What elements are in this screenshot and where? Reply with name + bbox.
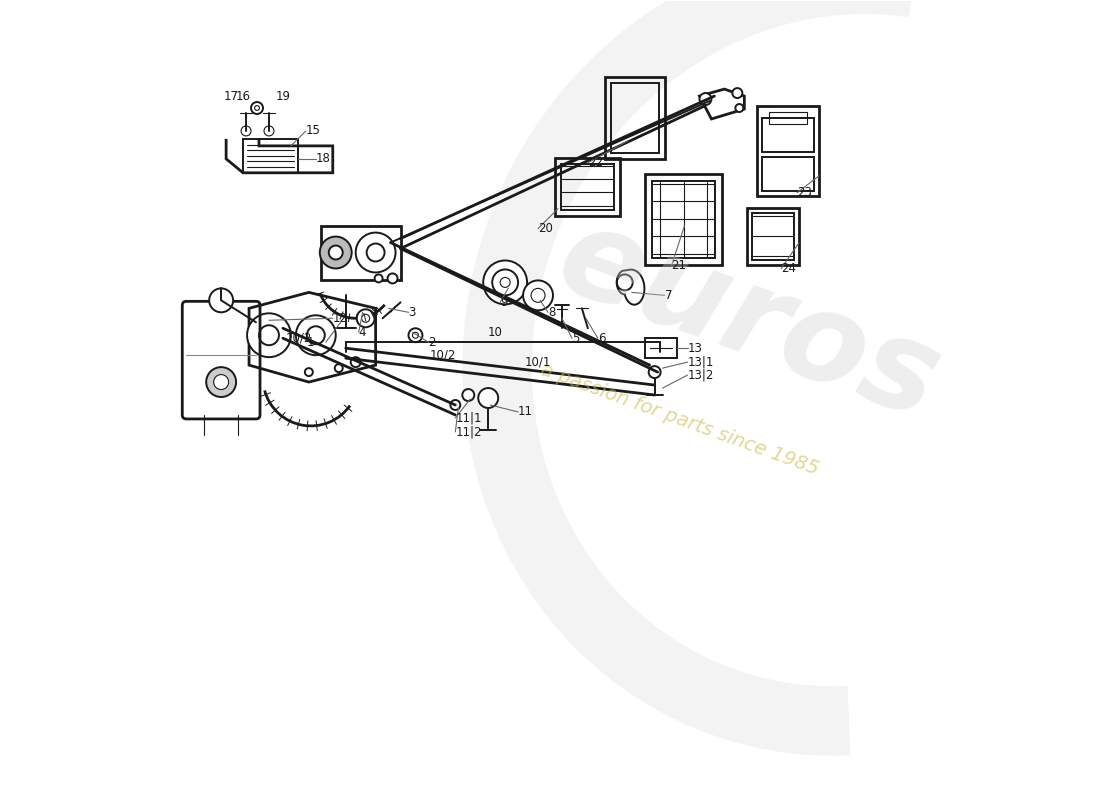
Circle shape bbox=[462, 389, 474, 401]
Bar bbox=[747, 208, 799, 266]
Circle shape bbox=[209, 288, 233, 312]
Text: 23: 23 bbox=[798, 186, 812, 199]
Text: 24: 24 bbox=[781, 262, 796, 275]
Bar bbox=[645, 174, 723, 266]
Text: 6: 6 bbox=[597, 332, 605, 345]
Text: 4: 4 bbox=[359, 326, 366, 338]
Circle shape bbox=[524, 281, 553, 310]
Circle shape bbox=[700, 93, 712, 105]
Circle shape bbox=[478, 388, 498, 408]
Text: 16: 16 bbox=[235, 90, 251, 102]
Text: euros: euros bbox=[542, 196, 956, 445]
Circle shape bbox=[617, 274, 632, 290]
Circle shape bbox=[213, 374, 229, 390]
Bar bbox=[610, 83, 659, 153]
Text: 17: 17 bbox=[223, 90, 239, 102]
Text: 20: 20 bbox=[538, 222, 553, 235]
Text: a passion for parts since 1985: a passion for parts since 1985 bbox=[538, 361, 822, 479]
Text: 2: 2 bbox=[428, 336, 436, 349]
Text: 10/1: 10/1 bbox=[525, 356, 551, 369]
Text: 12: 12 bbox=[333, 312, 348, 325]
Bar bbox=[762, 157, 814, 190]
Text: 9: 9 bbox=[500, 296, 508, 309]
Circle shape bbox=[251, 102, 263, 114]
Circle shape bbox=[320, 237, 352, 269]
Circle shape bbox=[264, 126, 274, 136]
Bar bbox=[605, 77, 664, 159]
Circle shape bbox=[366, 243, 385, 262]
Text: 3: 3 bbox=[408, 306, 416, 319]
Circle shape bbox=[248, 314, 290, 357]
Text: 18: 18 bbox=[316, 152, 331, 166]
Bar bbox=[556, 158, 619, 216]
Bar bbox=[243, 139, 298, 173]
Circle shape bbox=[450, 400, 460, 410]
Text: 1: 1 bbox=[306, 336, 313, 349]
Text: 21: 21 bbox=[672, 259, 686, 272]
Text: 22: 22 bbox=[587, 156, 603, 170]
Text: 10/2: 10/2 bbox=[286, 332, 312, 345]
Circle shape bbox=[500, 278, 510, 287]
Text: 15: 15 bbox=[306, 125, 321, 138]
Bar bbox=[651, 181, 715, 258]
Circle shape bbox=[412, 332, 418, 338]
Circle shape bbox=[307, 326, 324, 344]
Bar bbox=[561, 164, 614, 210]
Text: 13|2: 13|2 bbox=[688, 369, 714, 382]
Circle shape bbox=[329, 246, 343, 259]
Circle shape bbox=[296, 315, 336, 355]
Bar bbox=[757, 106, 820, 196]
Text: 19: 19 bbox=[275, 90, 290, 102]
Circle shape bbox=[408, 328, 422, 342]
Circle shape bbox=[483, 261, 527, 304]
Text: 10: 10 bbox=[487, 326, 503, 338]
Text: 10/2: 10/2 bbox=[429, 349, 455, 362]
Circle shape bbox=[531, 288, 544, 302]
Text: 11|2: 11|2 bbox=[455, 426, 482, 438]
Bar bbox=[769, 112, 807, 124]
Circle shape bbox=[362, 314, 370, 322]
Circle shape bbox=[387, 274, 397, 283]
Text: 11: 11 bbox=[518, 406, 534, 418]
Text: 11|1: 11|1 bbox=[455, 411, 482, 425]
Text: 5: 5 bbox=[572, 332, 580, 345]
Circle shape bbox=[733, 88, 742, 98]
Circle shape bbox=[375, 274, 383, 282]
Circle shape bbox=[649, 366, 661, 378]
Circle shape bbox=[254, 106, 260, 110]
Circle shape bbox=[351, 357, 361, 367]
Text: 13|1: 13|1 bbox=[688, 356, 714, 369]
Bar bbox=[752, 213, 794, 261]
Circle shape bbox=[241, 126, 251, 136]
Circle shape bbox=[492, 270, 518, 295]
Circle shape bbox=[305, 368, 312, 376]
Text: 7: 7 bbox=[664, 289, 672, 302]
Text: 8: 8 bbox=[548, 306, 556, 319]
Circle shape bbox=[206, 367, 236, 397]
Circle shape bbox=[258, 326, 279, 345]
Bar bbox=[762, 118, 814, 152]
Circle shape bbox=[356, 310, 375, 327]
Bar bbox=[645, 338, 676, 358]
Circle shape bbox=[355, 233, 396, 273]
Text: 13: 13 bbox=[688, 342, 703, 354]
Circle shape bbox=[334, 364, 343, 372]
Circle shape bbox=[736, 104, 744, 112]
